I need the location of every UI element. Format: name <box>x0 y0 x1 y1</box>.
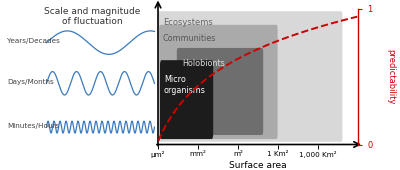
FancyBboxPatch shape <box>159 25 278 139</box>
Text: Communities: Communities <box>163 34 216 43</box>
Text: Micro
organisms: Micro organisms <box>164 75 206 95</box>
FancyBboxPatch shape <box>160 60 213 139</box>
Text: Scale and magnitude
of fluctuation: Scale and magnitude of fluctuation <box>44 7 140 26</box>
FancyBboxPatch shape <box>158 11 342 142</box>
X-axis label: Surface area: Surface area <box>229 161 287 170</box>
Text: Years/Decades: Years/Decades <box>7 38 60 44</box>
Text: Minutes/Hours: Minutes/Hours <box>7 123 59 129</box>
Y-axis label: Environmental
predictability: Environmental predictability <box>386 46 400 107</box>
Text: Days/Months: Days/Months <box>7 79 54 85</box>
FancyBboxPatch shape <box>177 48 263 135</box>
Text: Holobionts: Holobionts <box>182 59 225 68</box>
Text: Ecosystems: Ecosystems <box>163 18 212 27</box>
